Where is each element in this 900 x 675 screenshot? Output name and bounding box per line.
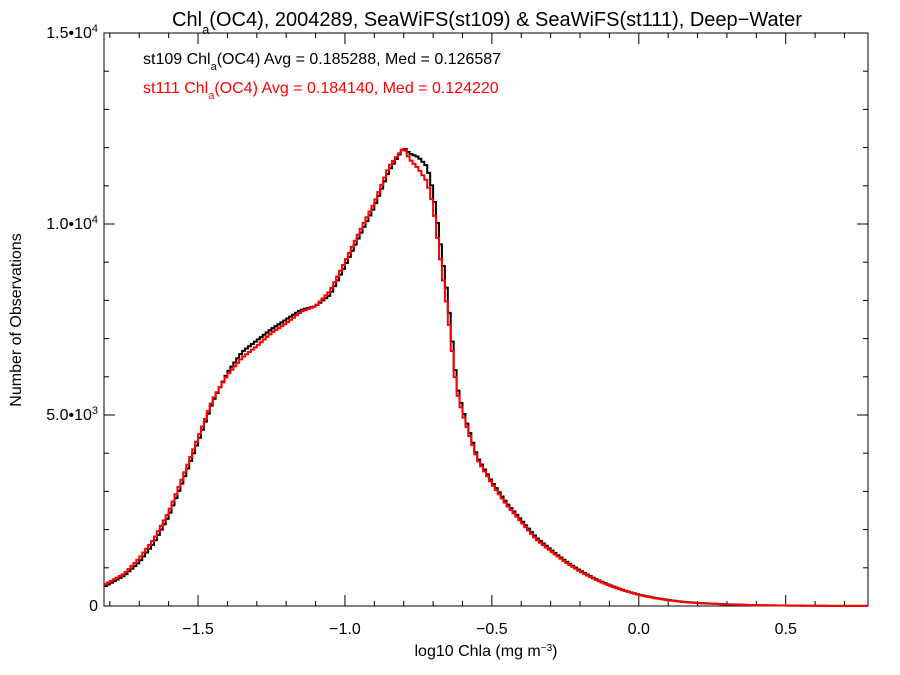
y-tick-label: 1.5•104 [46, 23, 98, 42]
x-tick-label: −1.0 [329, 621, 361, 638]
legend-entry-st109: st109 Chla(OC4) Avg = 0.185288, Med = 0.… [143, 51, 501, 73]
y-tick-label: 5.0•103 [46, 405, 98, 424]
x-tick-label: 0.0 [628, 621, 650, 638]
chart-title: Chla(OC4), 2004289, SeaWiFS(st109) & Sea… [172, 9, 802, 37]
series-layer [104, 148, 868, 607]
series-st111-line [104, 148, 868, 607]
plot-frame [103, 32, 869, 607]
x-tick-label: −1.5 [182, 621, 214, 638]
legend-entry-st111: st111 Chla(OC4) Avg = 0.184140, Med = 0.… [143, 80, 499, 102]
y-axis: 0 5.0•103 1.0•104 1.5•104 [46, 23, 868, 615]
x-tick-label: −0.5 [476, 621, 508, 638]
y-tick-label: 1.0•104 [46, 214, 98, 233]
y-axis-label: Number of Observations [8, 233, 25, 406]
series-st109-line [104, 148, 868, 607]
x-tick-label: 0.5 [775, 621, 797, 638]
x-axis-label: log10 Chla (mg m−3) [414, 643, 557, 661]
y-tick-label: 0 [89, 598, 98, 615]
x-axis: −1.5 −1.0 −0.5 0.0 0.5 [109, 33, 845, 638]
